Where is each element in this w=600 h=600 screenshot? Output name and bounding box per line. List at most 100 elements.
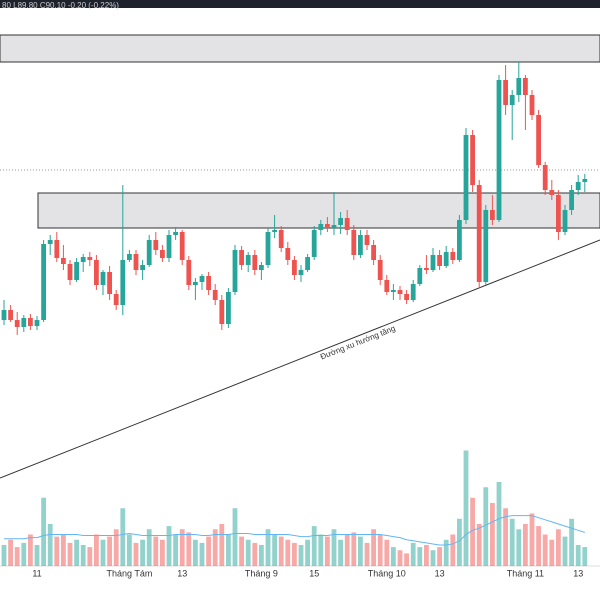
volume-bar [311,526,317,566]
trend-line [0,239,600,479]
x-tick-label: 13 [573,568,583,578]
candle-body [430,255,436,270]
candle-body [120,260,126,305]
volume-bar [232,508,238,566]
volume-bar [47,524,53,566]
candle-body [318,224,324,230]
volume-bar [391,547,396,566]
candle-body [582,179,588,182]
volume-bar [239,536,244,566]
volume-bar [298,545,304,566]
resistance-zone [37,192,600,229]
x-tick-label: Tháng 9 [245,568,278,578]
volume-bar [430,550,436,566]
volume-bar [371,529,376,566]
candle-body [41,244,46,320]
volume-bar [100,539,106,566]
candle-body [47,240,53,244]
volume-bar [443,539,449,566]
volume-bar [351,532,357,566]
volume-bar [133,542,139,566]
volume-bar [173,534,178,566]
volume-bar [338,539,343,566]
volume-bar [252,542,258,566]
candle-body [179,232,185,260]
candle-body [331,225,337,228]
candle-body [397,290,403,294]
candle-body [549,190,555,195]
volume-bar [120,508,126,566]
resistance-zone [0,34,600,63]
volume-bar [318,534,324,566]
candle-body [127,254,132,260]
volume-bar [549,539,555,566]
volume-bar [331,529,337,566]
x-tick-label: 15 [309,568,319,578]
candle-body [8,310,13,320]
volume-bar [575,545,581,566]
x-tick-label: Tháng 10 [368,568,406,578]
volume-bar [437,547,442,566]
candle-body [483,210,489,282]
candle-body [252,255,258,270]
candle-body [54,240,60,258]
candle-body [325,224,330,228]
volume-bar [509,518,515,566]
volume-bar [113,529,119,566]
candle-body [113,294,119,305]
volume-bar [450,534,456,566]
volume-bar [536,526,541,566]
candle-body [443,252,449,266]
candle-body [140,265,145,270]
volume-bar [127,534,132,566]
candle-body [14,320,20,327]
volume-bar [364,542,370,566]
volume-bar [496,482,502,566]
candle-body [516,78,522,95]
volume-bar [476,524,482,566]
volume-bar [193,539,198,566]
x-tick-label: Tháng 11 [507,568,544,578]
volume-bar [21,542,27,566]
volume-bar [377,534,383,566]
candle-body [311,230,317,257]
candle-body [437,255,442,266]
candle-body [503,80,508,105]
volume-bar [28,534,33,566]
candle-body [80,257,86,262]
candle-body [61,258,66,264]
candle-body [153,240,159,250]
candle-body [245,255,251,265]
candle-body [536,115,541,165]
candle-body [133,254,139,270]
volume-bar [470,497,475,566]
candle-body [100,272,106,285]
candle-body [107,272,112,294]
candle-body [193,282,198,285]
candle-body [562,210,568,232]
candle-body [351,230,357,255]
candle-body [298,270,304,275]
candle-body [146,240,152,265]
x-tick-label: 11 [32,568,41,578]
candle-body [259,265,264,270]
volume-bar [212,529,218,566]
candle-body [87,257,93,260]
candle-body [404,294,409,300]
volume-bar [259,545,264,566]
candle-body [226,292,231,324]
candle-body [509,95,515,105]
volume-bar [562,536,568,566]
candle-body [28,318,33,326]
volume-bar [344,534,350,566]
candle-body [285,248,291,260]
volume-bar [87,547,93,566]
volume-bar [272,534,277,566]
candle-body [523,78,528,95]
volume-bar [8,539,13,566]
candle-body [206,276,211,290]
candle-body [199,276,205,282]
volume-ma [4,515,585,546]
candle-body [450,252,456,260]
volume-bar [278,536,284,566]
